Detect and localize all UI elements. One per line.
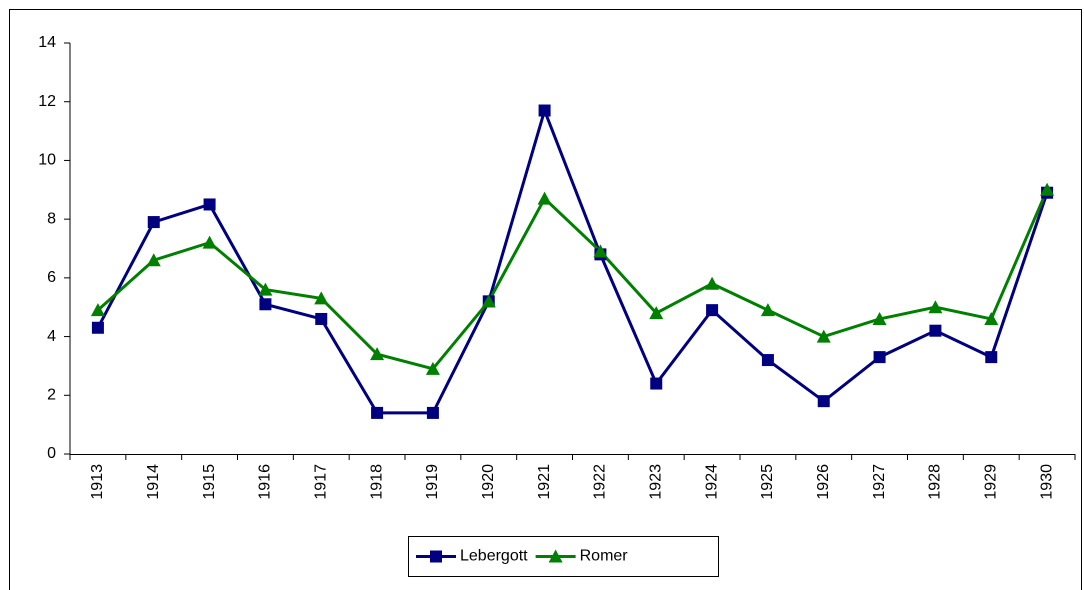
- x-tick-label: 1915: [201, 464, 218, 500]
- data-point: [593, 244, 608, 258]
- y-tick-label: 2: [47, 387, 56, 404]
- x-tick-label: 1913: [89, 464, 106, 500]
- legend: Lebergott Romer: [408, 536, 719, 577]
- data-point: [481, 294, 496, 308]
- data-point: [90, 303, 105, 317]
- data-point: [706, 304, 719, 317]
- data-point: [928, 300, 943, 314]
- data-point: [872, 311, 887, 325]
- data-point: [91, 321, 104, 334]
- data-point: [1040, 182, 1055, 196]
- data-point: [873, 351, 886, 364]
- legend-label: Romer: [580, 548, 629, 565]
- data-point: [761, 354, 774, 367]
- x-tick-label: 1930: [1038, 464, 1055, 500]
- data-point: [817, 395, 830, 408]
- x-tick-label: 1918: [368, 464, 385, 500]
- data-point: [315, 312, 328, 325]
- y-tick-label: 12: [38, 93, 56, 110]
- y-tick-label: 14: [38, 34, 56, 51]
- y-tick-label: 6: [47, 269, 56, 286]
- x-tick-label: 1921: [536, 464, 553, 500]
- x-tick-label: 1923: [647, 464, 664, 500]
- y-tick-label: 8: [47, 210, 56, 227]
- x-tick-label: 1925: [759, 464, 776, 500]
- data-point: [760, 303, 775, 317]
- x-tick-label: 1924: [703, 464, 720, 500]
- series-line: [96, 105, 1049, 415]
- x-tick-label: 1926: [815, 464, 832, 500]
- data-point: [984, 311, 999, 325]
- data-point: [426, 406, 439, 419]
- x-tick-label: 1927: [871, 464, 888, 500]
- data-point: [929, 324, 942, 337]
- data-point: [370, 347, 385, 361]
- series-line: [96, 189, 1049, 371]
- data-point: [147, 216, 160, 229]
- data-point: [705, 276, 720, 290]
- data-point: [538, 104, 551, 117]
- x-tick-label: 1914: [145, 464, 162, 500]
- chart-frame: [9, 9, 1082, 590]
- data-point: [816, 329, 831, 343]
- data-point: [371, 406, 384, 419]
- x-tick-label: 1929: [982, 464, 999, 500]
- x-tick-label: 1919: [424, 464, 441, 500]
- data-point: [314, 291, 329, 305]
- data-point: [650, 377, 663, 390]
- x-tick-label: 1928: [927, 464, 944, 500]
- x-tick-label: 1917: [312, 464, 329, 500]
- x-tick-label: 1920: [480, 464, 497, 500]
- y-tick-label: 4: [47, 328, 56, 345]
- data-point: [203, 198, 216, 211]
- legend-label: Lebergott: [460, 548, 528, 565]
- data-point: [985, 351, 998, 364]
- data-point: [537, 191, 552, 205]
- data-point: [202, 235, 217, 249]
- x-tick-label: 1916: [257, 464, 274, 500]
- legend-swatch: [548, 549, 563, 563]
- data-point: [258, 282, 273, 296]
- x-tick-label: 1922: [592, 464, 609, 500]
- legend-swatch: [430, 550, 442, 563]
- y-tick-label: 10: [38, 152, 56, 169]
- data-point: [425, 361, 440, 375]
- data-point: [649, 306, 664, 320]
- data-point: [146, 253, 161, 267]
- y-tick-label: 0: [47, 445, 56, 462]
- data-point: [259, 298, 272, 311]
